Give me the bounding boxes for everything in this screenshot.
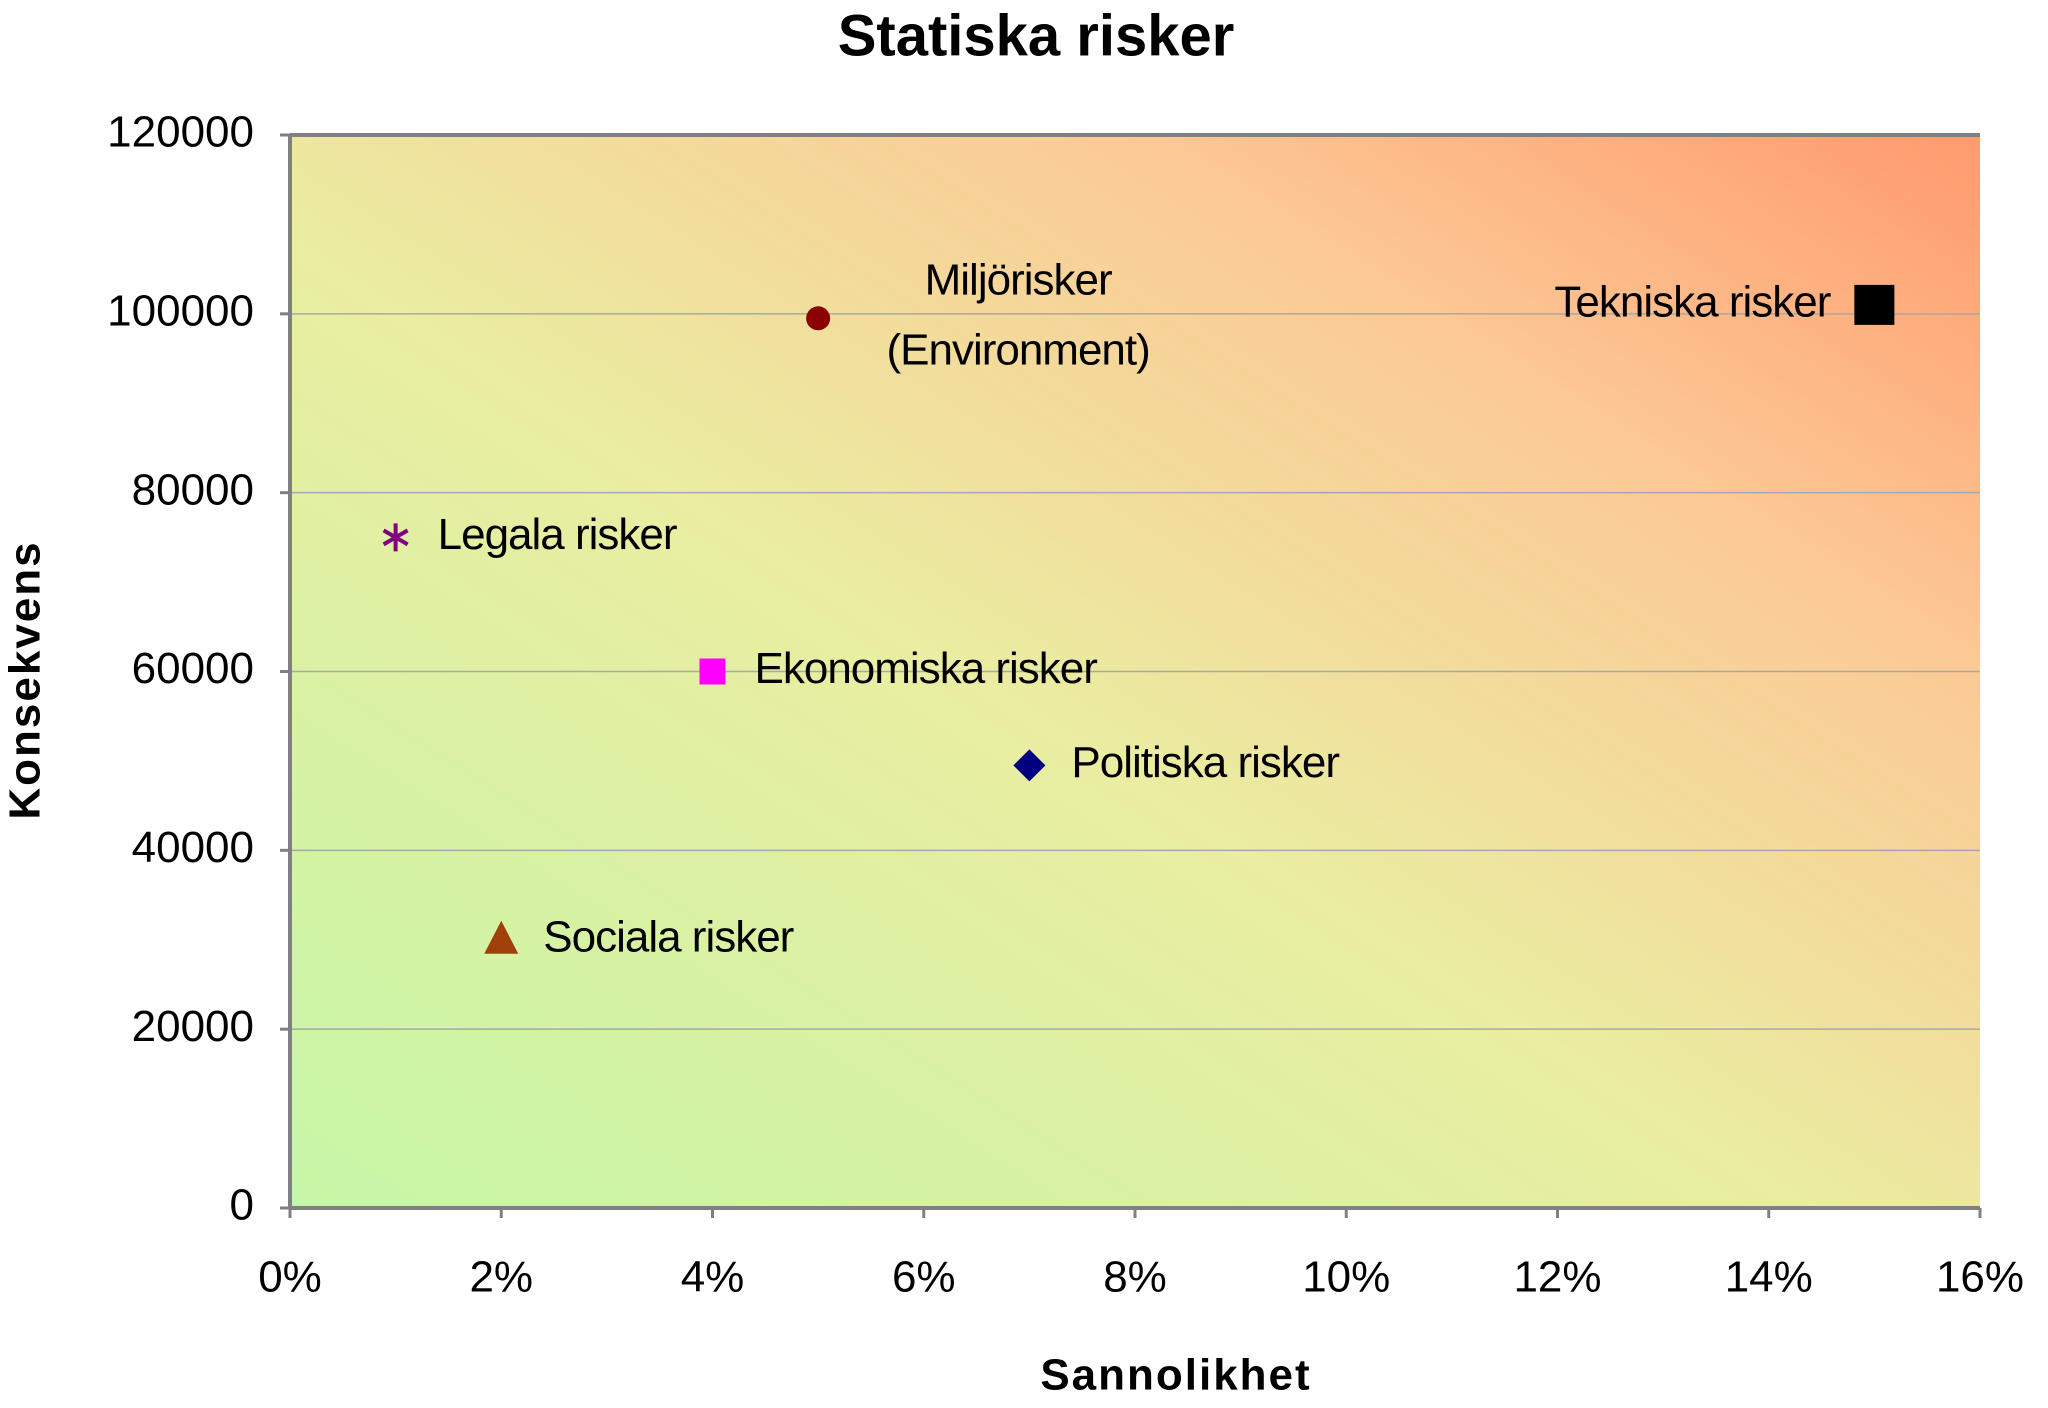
point	[806, 306, 831, 331]
point	[382, 523, 409, 552]
point-label: Miljörisker (Environment)	[886, 255, 1149, 374]
point	[699, 658, 726, 685]
y-tick-label: 20000	[132, 1002, 254, 1051]
point-label: Legala risker	[438, 510, 677, 559]
point	[1013, 749, 1046, 782]
x-tick-label: 4%	[681, 1253, 745, 1302]
point-label: Sociala risker	[543, 912, 793, 961]
y-tick-label: 40000	[132, 823, 254, 872]
point-label: Politiska risker	[1071, 738, 1339, 787]
x-tick-label: 6%	[892, 1253, 956, 1302]
chart-title: Statiska risker	[838, 3, 1235, 68]
y-tick-label: 80000	[132, 465, 254, 514]
point-label: Ekonomiska risker	[755, 644, 1098, 693]
x-tick-label: 12%	[1513, 1253, 1601, 1302]
point-label: Tekniska risker	[1554, 278, 1830, 327]
x-tick-label: 8%	[1103, 1253, 1167, 1302]
y-tick-label: 0	[230, 1181, 254, 1230]
y-tick-label: 120000	[107, 108, 254, 157]
y-axis-title: Konsekvens	[1, 540, 50, 819]
y-tick-label: 100000	[107, 286, 254, 335]
x-tick-label: 14%	[1725, 1253, 1813, 1302]
point	[484, 920, 519, 954]
x-tick-label: 16%	[1936, 1253, 2024, 1302]
point	[1854, 284, 1895, 325]
x-tick-label: 2%	[469, 1253, 533, 1302]
y-tick-label: 60000	[132, 644, 254, 693]
x-axis-title: Sannolikhet	[1040, 1351, 1311, 1400]
x-tick-label: 10%	[1302, 1253, 1390, 1302]
x-tick-label: 0%	[258, 1253, 322, 1302]
